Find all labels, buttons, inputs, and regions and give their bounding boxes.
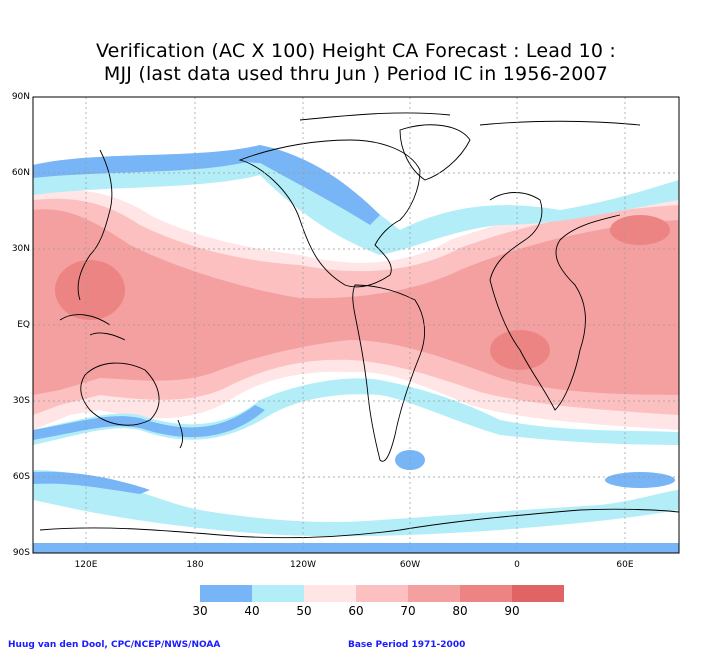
- coast-greenland: [399, 124, 471, 181]
- base-period-note: Base Period 1971-2000: [348, 640, 466, 650]
- south-pole-band-30: [33, 543, 679, 553]
- core-80-west-pacific: [55, 260, 125, 320]
- lon-label-60e: 60E: [616, 560, 634, 570]
- author-credit: Huug van den Dool, CPC/NCEP/NWS/NOAA: [8, 640, 221, 650]
- colorbar-tick-50: 50: [296, 604, 312, 618]
- coastlines: [39, 112, 679, 539]
- map-title-line-2: MJJ (last data used thru Jun ) Period IC…: [103, 63, 609, 85]
- colorbar-segment-50-60: [304, 585, 356, 602]
- graticule: [33, 97, 679, 553]
- coast-new-zealand: [177, 419, 184, 449]
- coast-asia-east: [77, 149, 113, 301]
- colorbar-segment-60-70: [356, 585, 408, 602]
- patch-30-pacific-n: [235, 147, 285, 163]
- colorbar: [200, 585, 564, 602]
- lon-label-120w: 120W: [289, 560, 317, 570]
- colorbar-segment-80-90: [460, 585, 512, 602]
- lat-label-90n: 90N: [11, 92, 30, 102]
- skill-shading: [33, 97, 679, 553]
- antarctic-band-30: [33, 471, 150, 494]
- lat-label-eq: EQ: [17, 320, 30, 330]
- colorbar-segment-70-80: [408, 585, 460, 602]
- colorbar-segment-30-40: [200, 585, 252, 602]
- coast-indonesia: [59, 314, 126, 341]
- lat-label-60s: 60S: [12, 472, 30, 482]
- lon-label-180: 180: [186, 560, 204, 570]
- colorbar-tick-80: 80: [452, 604, 468, 618]
- coast-eurasia-north: [299, 112, 641, 126]
- core-80-indian: [610, 215, 670, 245]
- colorbar-segment-90-100: [512, 585, 564, 602]
- lat-label-90s: 90S: [12, 548, 30, 558]
- map-title-line-1: Verification (AC X 100) Height CA Foreca…: [95, 40, 617, 62]
- north-band-30: [33, 145, 380, 225]
- colorbar-tick-70: 70: [400, 604, 416, 618]
- patch-30-antarctic-e: [605, 472, 675, 488]
- patch-30-s-atlantic: [395, 450, 425, 470]
- colorbar-tick-30: 30: [192, 604, 208, 618]
- lon-label-0: 0: [514, 560, 520, 570]
- lon-label-120e: 120E: [74, 560, 98, 570]
- lon-label-60w: 60W: [399, 560, 421, 570]
- lat-label-30n: 30N: [11, 244, 30, 254]
- antarctic-band-40: [33, 470, 679, 537]
- lat-label-60n: 60N: [11, 168, 30, 178]
- south-band-30: [33, 405, 265, 440]
- map-frame: [32, 96, 680, 554]
- colorbar-tick-90: 90: [504, 604, 520, 618]
- colorbar-tick-40: 40: [244, 604, 260, 618]
- coast-antarctica: [39, 508, 679, 539]
- coast-south-america: [352, 284, 426, 462]
- colorbar-tick-60: 60: [348, 604, 364, 618]
- colorbar-segment-40-50: [252, 585, 304, 602]
- coast-north-america: [238, 139, 421, 288]
- lat-label-30s: 30S: [12, 396, 30, 406]
- coast-europe-africa: [489, 192, 621, 411]
